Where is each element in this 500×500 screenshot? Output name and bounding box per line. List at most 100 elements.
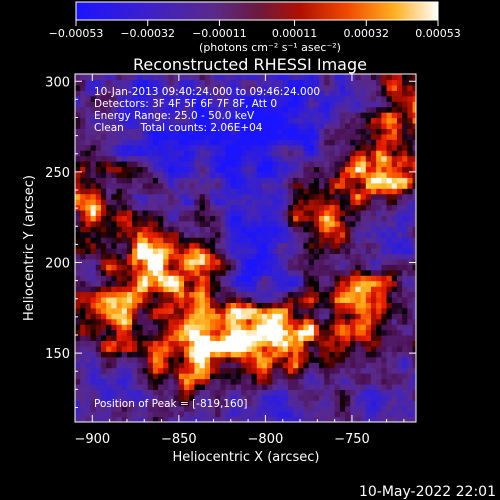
heatmap-cell	[324, 248, 331, 255]
heatmap-cell	[293, 291, 299, 298]
heatmap-cell	[121, 112, 128, 119]
heatmap-cell	[230, 133, 237, 140]
heatmap-cell	[396, 128, 403, 135]
heatmap-cell	[370, 226, 377, 233]
heatmap-cell	[313, 199, 320, 206]
heatmap-cell	[376, 199, 382, 206]
heatmap-cell	[147, 188, 154, 195]
heatmap-cell	[267, 199, 273, 206]
heatmap-cell	[267, 84, 273, 91]
heatmap-cell	[116, 133, 123, 140]
heatmap-cell	[339, 199, 346, 206]
heatmap-cell	[121, 106, 128, 113]
heatmap-cell	[199, 313, 206, 320]
heatmap-cell	[100, 248, 107, 255]
heatmap-cell	[256, 128, 263, 135]
heatmap-cell	[241, 182, 247, 189]
heatmap-cell	[256, 122, 263, 129]
heatmap-cell	[334, 324, 341, 331]
heatmap-cell	[121, 79, 128, 86]
heatmap-cell	[163, 313, 170, 320]
heatmap-cell	[272, 264, 279, 271]
heatmap-cell	[210, 405, 216, 412]
heatmap-cell	[319, 237, 325, 244]
heatmap-cell	[251, 329, 258, 336]
heatmap-cell	[407, 84, 414, 91]
heatmap-cell	[272, 253, 279, 260]
heatmap-cell	[95, 394, 102, 401]
heatmap-cell	[241, 405, 247, 412]
heatmap-cell	[246, 389, 253, 396]
heatmap-cell	[386, 161, 393, 168]
heatmap-cell	[158, 269, 164, 276]
heatmap-cell	[298, 242, 305, 249]
heatmap-cell	[225, 215, 232, 222]
heatmap-cell	[80, 231, 86, 238]
heatmap-cell	[282, 188, 289, 195]
heatmap-cell	[355, 286, 362, 293]
heatmap-cell	[241, 231, 247, 238]
heatmap-cell	[402, 177, 408, 184]
heatmap-cell	[220, 199, 227, 206]
heatmap-cell	[267, 329, 273, 336]
heatmap-cell	[210, 313, 216, 320]
heatmap-cell	[220, 150, 227, 157]
heatmap-cell	[147, 112, 154, 119]
heatmap-cell	[339, 329, 346, 336]
heatmap-cell	[370, 400, 377, 407]
heatmap-cell	[173, 150, 180, 157]
heatmap-cell	[168, 139, 175, 146]
heatmap-cell	[396, 405, 403, 412]
heatmap-cell	[256, 182, 263, 189]
heatmap-cell	[142, 171, 149, 178]
heatmap-cell	[184, 405, 190, 412]
heatmap-cell	[235, 296, 242, 303]
heatmap-cell	[100, 313, 107, 320]
heatmap-cell	[272, 215, 279, 222]
heatmap-cell	[142, 122, 149, 129]
heatmap-cell	[241, 318, 247, 325]
heatmap-cell	[251, 106, 258, 113]
heatmap-cell	[334, 188, 341, 195]
heatmap-cell	[256, 199, 263, 206]
heatmap-cell	[329, 340, 336, 347]
heatmap-cell	[220, 416, 227, 422]
heatmap-cell	[376, 177, 382, 184]
heatmap-cell	[412, 220, 416, 227]
heatmap-cell	[381, 335, 388, 342]
heatmap-cell	[142, 128, 149, 135]
heatmap-cell	[230, 128, 237, 135]
heatmap-cell	[204, 161, 211, 168]
heatmap-cell	[360, 253, 367, 260]
heatmap-cell	[235, 90, 242, 97]
heatmap-cell	[220, 155, 227, 162]
colorbar-ticks: −0.00053 −0.00032 −0.00011 0.00011 0.00032 0.…	[49, 20, 461, 40]
heatmap-cell	[402, 248, 408, 255]
heatmap-cell	[376, 237, 382, 244]
heatmap-cell	[324, 226, 331, 233]
heatmap-cell	[142, 139, 149, 146]
heatmap-cell	[132, 106, 138, 113]
heatmap-cell	[391, 204, 398, 211]
heatmap-cell	[313, 161, 320, 168]
heatmap-cell	[152, 215, 159, 222]
heatmap-cell	[225, 329, 232, 336]
heatmap-cell	[126, 280, 133, 287]
heatmap-cell	[324, 188, 331, 195]
heatmap-cell	[147, 84, 154, 91]
heatmap-cell	[293, 296, 299, 303]
heatmap-cell	[381, 362, 388, 369]
heatmap-cell	[339, 383, 346, 390]
heatmap-cell	[163, 122, 170, 129]
heatmap-cell	[267, 416, 273, 422]
heatmap-cell	[80, 74, 86, 81]
heatmap-cell	[267, 237, 273, 244]
heatmap-cell	[251, 84, 258, 91]
heatmap-cell	[303, 356, 310, 363]
heatmap-cell	[241, 84, 247, 91]
heatmap-cell	[277, 362, 284, 369]
heatmap-cell	[308, 161, 315, 168]
heatmap-cell	[402, 209, 408, 216]
heatmap-cell	[256, 161, 263, 168]
heatmap-cell	[412, 335, 416, 342]
